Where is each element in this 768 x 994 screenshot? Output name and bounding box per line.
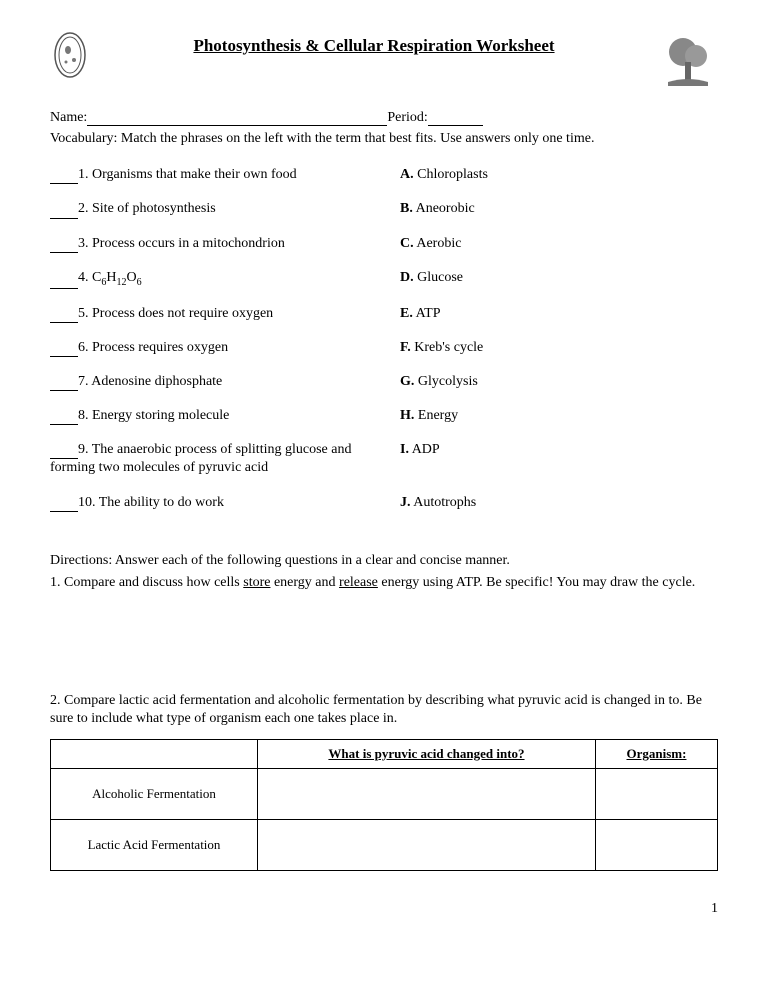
name-blank[interactable] (87, 125, 387, 126)
cell-blank[interactable] (595, 819, 717, 870)
choice-b: B. Aneorobic (400, 200, 718, 218)
worksheet-page: Photosynthesis & Cellular Respiration Wo… (0, 0, 768, 937)
worksheet-title: Photosynthesis & Cellular Respiration Wo… (193, 36, 554, 55)
choice-i: I. ADP (400, 441, 718, 477)
table-header-row: What is pyruvic acid changed into? Organ… (51, 739, 718, 768)
row-alcoholic: Alcoholic Fermentation (51, 768, 258, 819)
choice-h: H. Energy (400, 407, 718, 425)
answer-blank[interactable] (50, 218, 78, 219)
choice-j: J. Autotrophs (400, 494, 718, 512)
answer-blank[interactable] (50, 356, 78, 357)
question-4: 4. C6H12O6 (50, 269, 360, 289)
short-answer-2: 2. Compare lactic acid fermentation and … (50, 692, 718, 728)
name-period-line: Name: Period: (50, 110, 718, 126)
col-organism: Organism: (595, 739, 717, 768)
matching-section: 1. Organisms that make their own food A.… (50, 166, 718, 512)
question-3: 3. Process occurs in a mitochondrion (50, 235, 360, 253)
cell-icon (50, 30, 90, 80)
page-number: 1 (50, 901, 718, 917)
answer-blank[interactable] (50, 511, 78, 512)
tree-icon (658, 30, 718, 90)
answer-blank[interactable] (50, 252, 78, 253)
row-lactic: Lactic Acid Fermentation (51, 819, 258, 870)
directions-text: Directions: Answer each of the following… (50, 552, 718, 570)
question-6: 6. Process requires oxygen (50, 339, 360, 357)
title-container: Photosynthesis & Cellular Respiration Wo… (90, 30, 658, 56)
question-9: 9. The anaerobic process of splitting gl… (50, 441, 360, 477)
question-5: 5. Process does not require oxygen (50, 305, 360, 323)
col-pyruvic: What is pyruvic acid changed into? (258, 739, 596, 768)
cell-blank[interactable] (258, 768, 596, 819)
choice-g: G. Glycolysis (400, 373, 718, 391)
question-2: 2. Site of photosynthesis (50, 200, 360, 218)
name-label: Name: (50, 110, 87, 125)
choice-c: C. Aerobic (400, 235, 718, 253)
answer-blank[interactable] (50, 288, 78, 289)
col-blank (51, 739, 258, 768)
period-label: Period: (387, 110, 427, 125)
answer-blank[interactable] (50, 390, 78, 391)
question-10: 10. The ability to do work (50, 494, 360, 512)
question-8: 8. Energy storing molecule (50, 407, 360, 425)
vocab-instructions: Vocabulary: Match the phrases on the lef… (50, 130, 718, 148)
table-row: Alcoholic Fermentation (51, 768, 718, 819)
fermentation-table: What is pyruvic acid changed into? Organ… (50, 739, 718, 871)
question-1: 1. Organisms that make their own food (50, 166, 360, 184)
answer-blank[interactable] (50, 424, 78, 425)
table-row: Lactic Acid Fermentation (51, 819, 718, 870)
question-7: 7. Adenosine diphosphate (50, 373, 360, 391)
answer-blank[interactable] (50, 322, 78, 323)
choice-e: E. ATP (400, 305, 718, 323)
choice-a: A. Chloroplasts (400, 166, 718, 184)
answer-blank[interactable] (50, 183, 78, 184)
cell-blank[interactable] (258, 819, 596, 870)
short-answer-1: 1. Compare and discuss how cells store e… (50, 574, 718, 592)
period-blank[interactable] (428, 125, 483, 126)
choice-f: F. Kreb's cycle (400, 339, 718, 357)
cell-blank[interactable] (595, 768, 717, 819)
header-row: Photosynthesis & Cellular Respiration Wo… (50, 30, 718, 90)
choice-d: D. Glucose (400, 269, 718, 289)
